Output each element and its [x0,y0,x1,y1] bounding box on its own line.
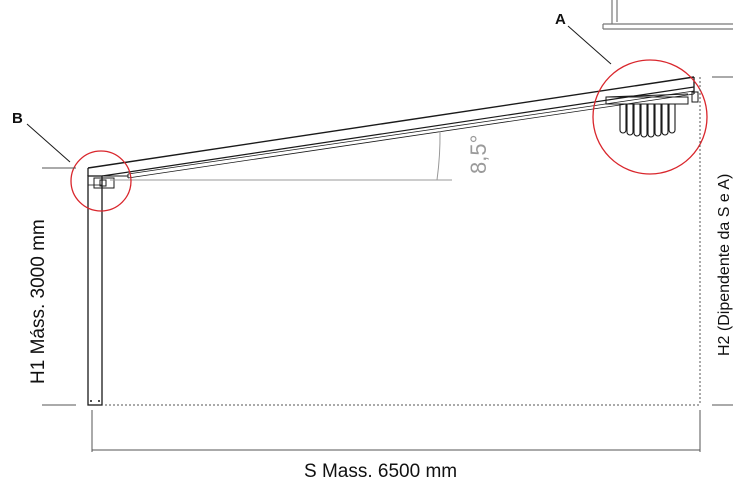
awning-detail-a [605,91,699,138]
callout-label-b: B [12,110,23,127]
highlight-circle-b [70,150,132,212]
s-dimension-label: S Mass. 6500 mm [304,461,457,482]
h2-dimension-label: H2 (Dipendente da S e A) [716,174,733,356]
wall-fragment [602,0,733,30]
h2-dimension [699,76,733,406]
folded-fabric [619,104,676,138]
h1-dimension [42,167,76,406]
callout-leader-b [26,123,71,163]
highlight-circle-a [592,59,708,175]
angle-indicator [110,130,452,181]
angle-label: 8,5° [466,135,491,174]
s-dimension [91,410,701,452]
inclined-beam [87,76,695,179]
callout-label-a: A [555,11,566,28]
h1-dimension-label: H1 Máss. 3000 mm [28,219,49,384]
joint-detail-b [93,175,128,189]
callout-leader-a [567,25,612,65]
